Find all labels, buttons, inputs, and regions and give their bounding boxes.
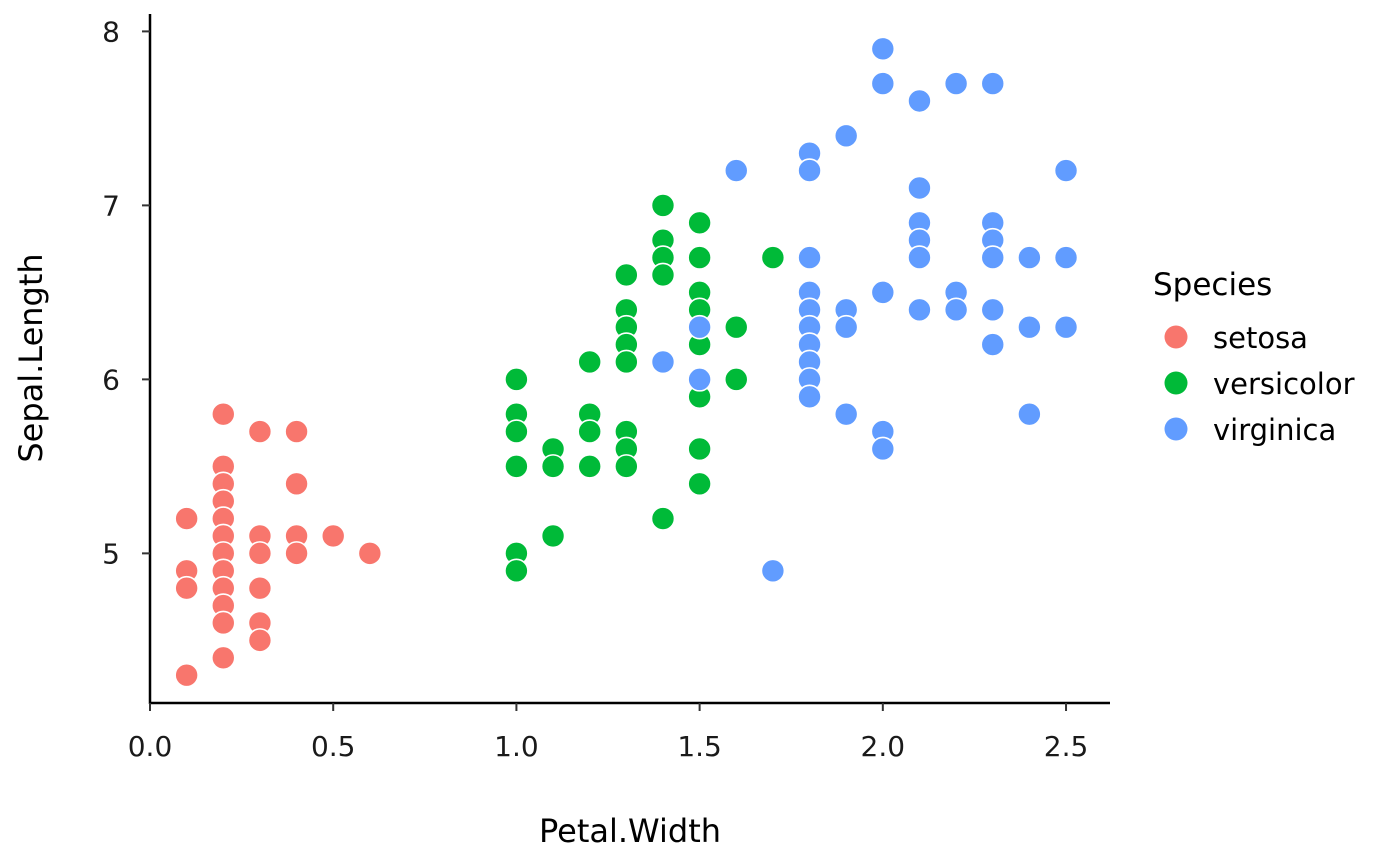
y-axis-ticks: 5 6 7 8 bbox=[102, 15, 150, 570]
legend-swatch-virginica bbox=[1164, 417, 1188, 441]
data-point-virginica bbox=[980, 71, 1006, 96]
data-point-versicolor bbox=[760, 245, 786, 270]
data-point-virginica bbox=[870, 436, 896, 462]
data-point-virginica bbox=[870, 280, 896, 305]
data-point-virginica bbox=[980, 297, 1006, 323]
data-point-virginica bbox=[797, 245, 822, 270]
x-tick-label: 2.0 bbox=[861, 730, 906, 763]
data-point-virginica bbox=[687, 314, 712, 340]
x-tick-label: 0.5 bbox=[311, 730, 356, 763]
data-point-virginica bbox=[1053, 314, 1079, 340]
data-point-setosa bbox=[247, 541, 273, 566]
data-point-virginica bbox=[833, 401, 859, 427]
data-point-versicolor bbox=[687, 210, 712, 236]
data-point-setosa bbox=[284, 471, 309, 497]
data-point-versicolor bbox=[504, 419, 529, 444]
x-axis-title: Petal.Width bbox=[539, 812, 721, 850]
data-point-setosa bbox=[247, 628, 273, 653]
data-point-virginica bbox=[833, 314, 859, 340]
data-point-virginica bbox=[907, 175, 932, 201]
data-point-versicolor bbox=[687, 471, 712, 497]
data-point-setosa bbox=[284, 419, 309, 444]
legend: Species setosa versicolor virginica bbox=[1153, 267, 1355, 447]
data-point-virginica bbox=[687, 367, 712, 392]
data-point-virginica bbox=[870, 71, 896, 96]
data-point-versicolor bbox=[687, 245, 712, 270]
x-tick-label: 2.5 bbox=[1044, 730, 1089, 763]
legend-title: Species bbox=[1153, 267, 1272, 303]
data-point-versicolor bbox=[504, 454, 529, 479]
x-tick-label: 1.5 bbox=[677, 730, 722, 763]
data-point-setosa bbox=[320, 523, 346, 549]
data-point-versicolor bbox=[614, 262, 639, 288]
data-point-setosa bbox=[284, 541, 309, 566]
data-point-versicolor bbox=[723, 314, 749, 340]
data-point-virginica bbox=[1017, 314, 1042, 340]
data-point-versicolor bbox=[650, 262, 676, 288]
data-point-virginica bbox=[760, 558, 786, 584]
data-point-virginica bbox=[980, 332, 1006, 357]
data-point-virginica bbox=[907, 88, 932, 114]
data-point-versicolor bbox=[577, 349, 602, 375]
legend-label-setosa: setosa bbox=[1213, 321, 1308, 355]
data-point-virginica bbox=[1053, 158, 1079, 183]
y-tick-label: 6 bbox=[102, 363, 120, 396]
data-point-versicolor bbox=[577, 454, 602, 479]
data-point-versicolor bbox=[614, 349, 639, 375]
data-point-virginica bbox=[797, 384, 822, 410]
legend-swatch-setosa bbox=[1164, 325, 1188, 349]
data-point-versicolor bbox=[614, 454, 639, 479]
data-point-virginica bbox=[943, 71, 969, 96]
data-point-versicolor bbox=[504, 558, 529, 584]
legend-label-virginica: virginica bbox=[1213, 413, 1336, 447]
data-point-virginica bbox=[980, 245, 1006, 270]
data-point-versicolor bbox=[540, 523, 566, 549]
data-point-setosa bbox=[174, 662, 199, 688]
data-point-virginica bbox=[1017, 245, 1042, 270]
data-point-versicolor bbox=[504, 367, 529, 392]
y-tick-label: 8 bbox=[102, 15, 120, 48]
data-point-virginica bbox=[943, 297, 969, 323]
data-point-versicolor bbox=[540, 454, 566, 479]
data-point-versicolor bbox=[650, 506, 676, 531]
data-point-setosa bbox=[210, 610, 236, 636]
data-point-virginica bbox=[870, 36, 896, 62]
x-tick-label: 1.0 bbox=[494, 730, 539, 763]
data-point-virginica bbox=[907, 245, 932, 270]
data-point-virginica bbox=[650, 349, 676, 375]
x-axis-ticks: 0.0 0.5 1.0 1.5 2.0 2.5 bbox=[128, 703, 1089, 763]
data-point-versicolor bbox=[650, 193, 676, 218]
data-point-setosa bbox=[174, 506, 199, 531]
data-point-virginica bbox=[1017, 401, 1042, 427]
legend-label-versicolor: versicolor bbox=[1213, 367, 1355, 401]
data-point-versicolor bbox=[723, 367, 749, 392]
data-point-setosa bbox=[174, 575, 199, 601]
data-point-virginica bbox=[833, 123, 859, 149]
y-tick-label: 7 bbox=[102, 189, 120, 222]
data-point-setosa bbox=[210, 401, 236, 427]
x-tick-label: 0.0 bbox=[128, 730, 173, 763]
data-point-virginica bbox=[907, 297, 932, 323]
y-tick-label: 5 bbox=[102, 537, 120, 570]
legend-swatch-versicolor bbox=[1164, 371, 1188, 395]
data-point-versicolor bbox=[687, 436, 712, 462]
data-point-virginica bbox=[723, 158, 749, 183]
data-point-virginica bbox=[797, 158, 822, 183]
data-point-setosa bbox=[210, 645, 236, 671]
data-points bbox=[174, 36, 1079, 688]
data-point-setosa bbox=[247, 419, 273, 444]
data-point-virginica bbox=[1053, 245, 1079, 270]
data-point-setosa bbox=[247, 575, 273, 601]
data-point-versicolor bbox=[577, 419, 602, 444]
y-axis-title: Sepal.Length bbox=[12, 253, 50, 462]
data-point-setosa bbox=[357, 541, 383, 566]
